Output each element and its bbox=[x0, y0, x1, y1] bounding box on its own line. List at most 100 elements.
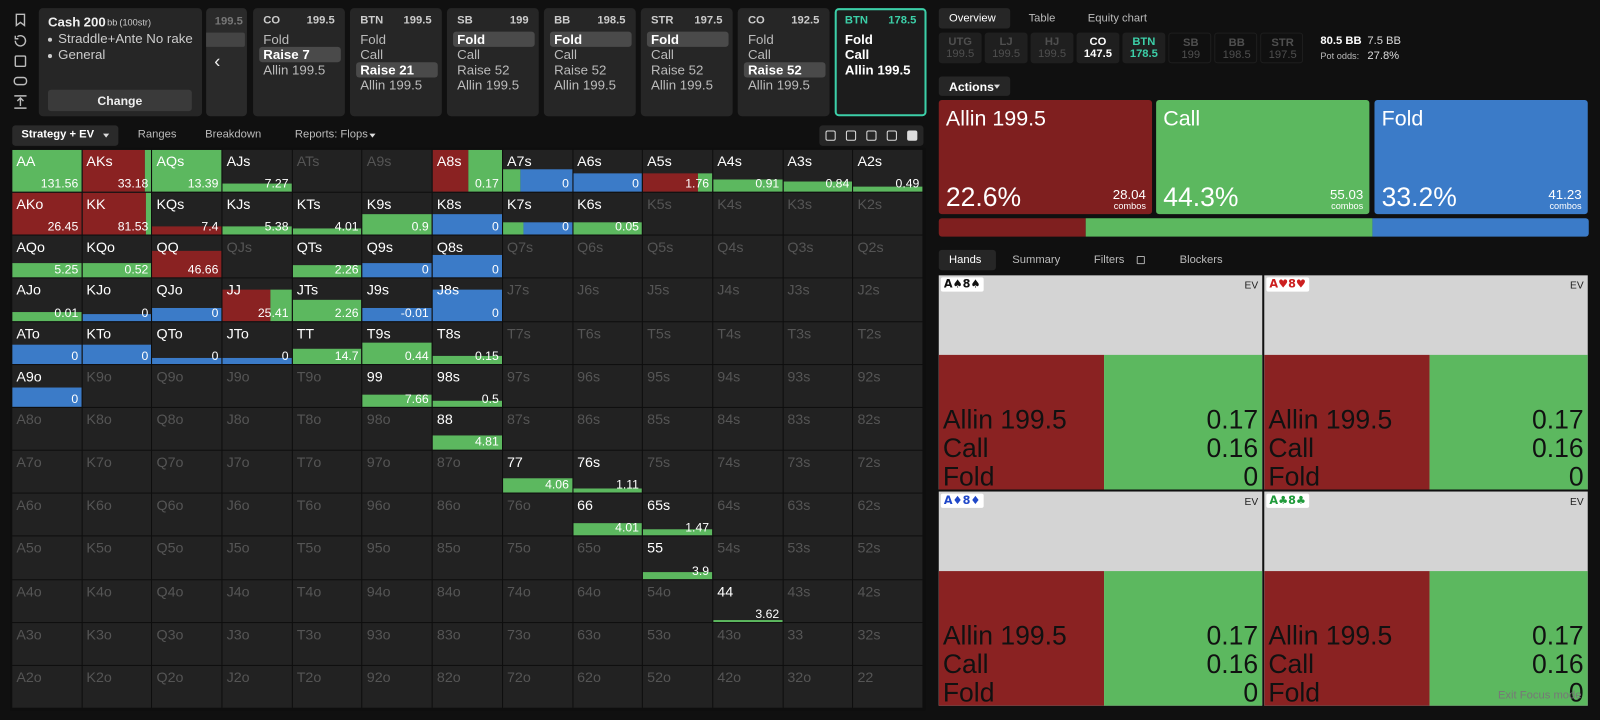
hand-cell[interactable]: 97o bbox=[362, 450, 432, 493]
action-card[interactable]: Fold 33.2% 41.23 combos bbox=[1374, 99, 1588, 215]
hand-cell[interactable]: A6o bbox=[12, 493, 82, 536]
hand-cell[interactable]: T4s bbox=[713, 321, 783, 364]
strategy-tab[interactable]: Reports: Flops bbox=[286, 125, 388, 145]
hand-cell[interactable]: Q2s bbox=[853, 235, 923, 278]
hand-cell[interactable]: 54o bbox=[643, 579, 713, 622]
hand-cell[interactable]: 82o bbox=[432, 665, 502, 708]
hand-cell[interactable]: 53o bbox=[643, 622, 713, 665]
hand-cell[interactable]: T7o bbox=[292, 450, 362, 493]
hand-cell[interactable]: 62o bbox=[572, 665, 643, 708]
hand-cell[interactable]: K6o bbox=[82, 493, 152, 536]
history-column[interactable]: CO 199.5 Fold Raise 7 Allin 199.5 bbox=[253, 8, 345, 117]
view-tool[interactable] bbox=[866, 130, 877, 141]
hand-cell[interactable]: 44 3.62 bbox=[713, 579, 783, 622]
strategy-tab[interactable]: Breakdown bbox=[196, 125, 274, 145]
hand-cell[interactable]: 54s bbox=[713, 536, 783, 579]
history-action[interactable]: Raise 52 bbox=[651, 62, 704, 78]
hand-cell[interactable]: Q3o bbox=[152, 622, 222, 665]
hand-cell[interactable]: 74o bbox=[502, 579, 572, 622]
actions-menu[interactable]: Actions bbox=[938, 76, 1011, 96]
hand-cell[interactable]: Q3s bbox=[783, 235, 853, 278]
hand-cell[interactable]: 62s bbox=[853, 493, 923, 536]
view-tool[interactable] bbox=[845, 130, 857, 141]
history-column[interactable]: BB 198.5 Fold Call Raise 52 Allin 199.5 bbox=[543, 8, 636, 117]
hand-cell[interactable]: 72s bbox=[853, 450, 923, 493]
hand-cell[interactable]: 93s bbox=[783, 364, 853, 407]
hand-cell[interactable]: Q2o bbox=[152, 665, 222, 708]
hand-cell[interactable]: Q6s bbox=[572, 235, 643, 278]
hand-cell[interactable]: KK 81.53 bbox=[82, 192, 152, 235]
hand-cell[interactable]: Q8s 0 bbox=[432, 235, 502, 278]
hand-cell[interactable]: 83s bbox=[783, 407, 853, 450]
overview-tab[interactable]: Overview bbox=[938, 8, 1011, 29]
history-action[interactable]: Allin 199.5 bbox=[360, 77, 423, 93]
history-action[interactable]: Allin 199.5 bbox=[844, 62, 911, 78]
hand-cell[interactable]: 82s bbox=[853, 407, 923, 450]
save-icon[interactable] bbox=[14, 55, 27, 68]
hand-cell[interactable]: 75s bbox=[643, 450, 713, 493]
history-action[interactable]: Raise 52 bbox=[457, 62, 510, 78]
hand-cell[interactable]: J7o bbox=[222, 450, 292, 493]
history-action[interactable]: Fold bbox=[263, 31, 290, 47]
hand-cell[interactable]: KQo 0.52 bbox=[82, 235, 152, 278]
history-action[interactable]: Call bbox=[844, 46, 870, 63]
hand-cell[interactable]: 98o bbox=[362, 407, 432, 450]
hand-cell[interactable]: Q6o bbox=[152, 493, 222, 536]
hand-cell[interactable]: 96s bbox=[572, 364, 643, 407]
hand-cell[interactable]: J5o bbox=[222, 536, 292, 579]
hand-cell[interactable]: Q5o bbox=[152, 536, 222, 579]
hand-cell[interactable]: Q8o bbox=[152, 407, 222, 450]
hand-cell[interactable]: 93o bbox=[362, 622, 432, 665]
hand-cell[interactable]: JTo 0 bbox=[222, 321, 292, 364]
hand-cell[interactable]: K5o bbox=[82, 536, 152, 579]
hand-cell[interactable]: ATs bbox=[292, 149, 362, 192]
hands-tab[interactable]: Blockers bbox=[1169, 250, 1236, 270]
hand-cell[interactable]: J9s -0.01 bbox=[362, 278, 432, 321]
hand-cell[interactable]: 73o bbox=[502, 622, 572, 665]
hand-cell[interactable]: Q4o bbox=[152, 579, 222, 622]
hand-cell[interactable]: K4o bbox=[82, 579, 152, 622]
hand-cell[interactable]: AKs 33.18 bbox=[82, 149, 152, 192]
history-action[interactable]: Call bbox=[651, 46, 674, 63]
hand-cell[interactable]: Q7s bbox=[502, 235, 572, 278]
hand-cell[interactable]: J6o bbox=[222, 493, 292, 536]
hands-tab[interactable]: Hands bbox=[938, 249, 996, 271]
game-icon[interactable] bbox=[13, 76, 28, 86]
hand-panel[interactable]: A♥8♥ EV Allin 199.5 0.17 Call 0.16 Fold 0 bbox=[1264, 275, 1588, 490]
hand-cell[interactable]: 42o bbox=[713, 665, 783, 708]
hand-cell[interactable]: J6s bbox=[572, 278, 643, 321]
hand-cell[interactable]: A9s bbox=[362, 149, 432, 192]
hand-cell[interactable]: 43s bbox=[783, 579, 853, 622]
hand-cell[interactable]: QJs bbox=[222, 235, 292, 278]
history-column[interactable]: STR 197.5 Fold Call Raise 52 Allin 199.5 bbox=[640, 8, 733, 117]
hand-cell[interactable]: 86o bbox=[432, 493, 502, 536]
hand-cell[interactable]: 72o bbox=[502, 665, 572, 708]
hand-cell[interactable]: A8o bbox=[12, 407, 82, 450]
history-action[interactable]: Allin 199.5 bbox=[457, 77, 520, 93]
hand-cell[interactable]: 84o bbox=[432, 579, 502, 622]
hand-cell[interactable]: J3s bbox=[783, 278, 853, 321]
hand-cell[interactable]: KTs 4.01 bbox=[292, 192, 362, 235]
history-action[interactable]: Fold bbox=[360, 31, 387, 47]
hand-cell[interactable]: 87s bbox=[502, 407, 572, 450]
hand-cell[interactable]: T9o bbox=[292, 364, 362, 407]
history-action[interactable]: Fold bbox=[549, 31, 632, 47]
history-action[interactable]: Fold bbox=[453, 31, 535, 47]
history-column[interactable]: CO 192.5 Fold Call Raise 52 Allin 199.5 bbox=[737, 8, 830, 117]
hand-panel[interactable]: A♦8♦ EV Allin 199.5 0.17 Call 0.16 Fold 0 bbox=[938, 491, 1263, 706]
hand-cell[interactable]: Q4s bbox=[713, 235, 783, 278]
hand-cell[interactable]: K2s bbox=[853, 192, 923, 235]
hand-cell[interactable]: 97s bbox=[502, 364, 572, 407]
hand-cell[interactable]: 92s bbox=[853, 364, 923, 407]
hand-cell[interactable]: 96o bbox=[362, 493, 432, 536]
hand-cell[interactable]: K2o bbox=[82, 665, 152, 708]
hand-cell[interactable]: QTs 2.26 bbox=[292, 235, 362, 278]
exit-focus[interactable]: Exit Focus mode bbox=[1497, 689, 1582, 702]
history-action[interactable]: Raise 21 bbox=[356, 62, 438, 78]
hand-cell[interactable]: K4s bbox=[713, 192, 783, 235]
hand-cell[interactable]: T3s bbox=[783, 321, 853, 364]
hand-cell[interactable]: T7s bbox=[502, 321, 572, 364]
hand-cell[interactable]: Q9s 0 bbox=[362, 235, 432, 278]
hands-tab[interactable]: Filters bbox=[1084, 250, 1160, 270]
hand-cell[interactable]: T9s 0.44 bbox=[362, 321, 432, 364]
